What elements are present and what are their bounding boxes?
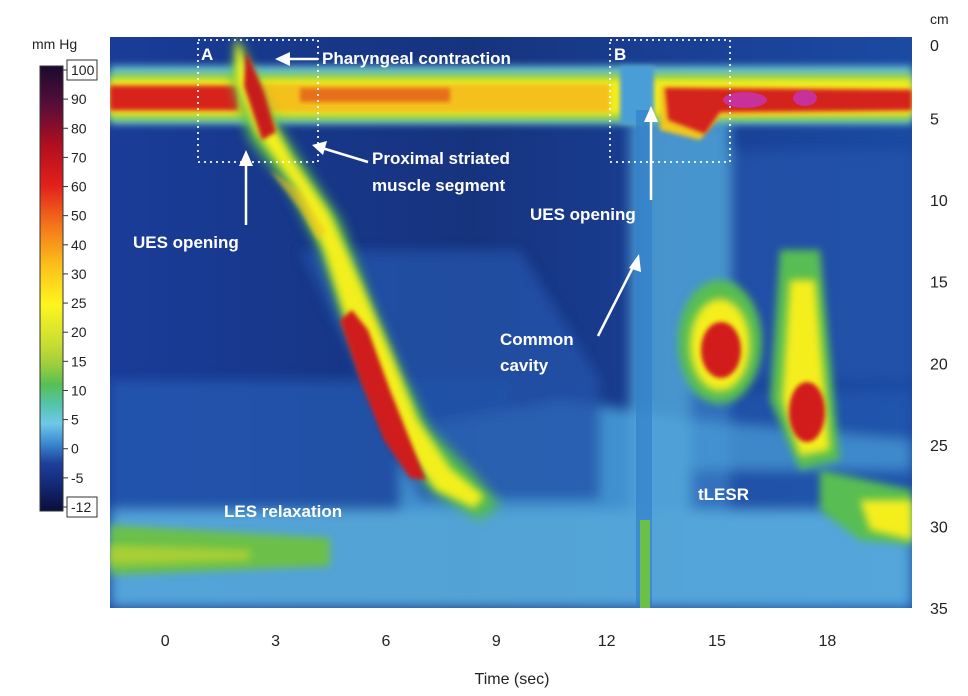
annotation-ues-opening-b: UES opening bbox=[530, 205, 636, 224]
arrowhead-ues-b bbox=[644, 106, 658, 122]
x-axis-label: Time (sec) bbox=[475, 671, 550, 688]
annotation-ues-opening-a: UES opening bbox=[133, 233, 239, 252]
arrowhead-pharyngeal bbox=[275, 52, 290, 66]
colorbar-tick-label: 80 bbox=[71, 120, 87, 136]
colorbar-tick-label: 50 bbox=[71, 208, 87, 224]
x-tick-label: 3 bbox=[271, 633, 280, 650]
colorbar-tick-label: 60 bbox=[71, 179, 87, 195]
y-tick-label: 25 bbox=[930, 438, 948, 455]
colorbar-tick-label: -5 bbox=[71, 470, 84, 486]
y-tick-label: 35 bbox=[930, 601, 948, 618]
annotation-pharyngeal-contraction: Pharyngeal contraction bbox=[322, 49, 511, 68]
y-tick-label: 5 bbox=[930, 112, 939, 129]
arrow-common-cavity bbox=[596, 264, 636, 337]
colorbar-gradient bbox=[39, 65, 64, 512]
y-tick-label: 30 bbox=[930, 519, 948, 536]
arrowhead-proximal bbox=[312, 141, 327, 155]
annotation-A: A bbox=[201, 45, 213, 64]
annotation-tlesr: tLESR bbox=[698, 485, 749, 504]
heatmap-plot bbox=[110, 37, 912, 608]
colorbar-tick-label: 100 bbox=[71, 62, 95, 78]
y-tick-label: 20 bbox=[930, 356, 948, 373]
x-tick-label: 0 bbox=[161, 633, 170, 650]
colorbar-tick-label: 10 bbox=[71, 382, 87, 398]
arrowhead-ues-a bbox=[239, 150, 253, 166]
colorbar-tick-label: 15 bbox=[71, 353, 87, 369]
y-tick-label: 10 bbox=[930, 193, 948, 210]
colorbar-tick-label: 90 bbox=[71, 91, 87, 107]
x-tick-label: 9 bbox=[492, 633, 501, 650]
x-tick-label: 18 bbox=[818, 633, 836, 650]
colorbar-tick-label: 25 bbox=[71, 295, 87, 311]
colorbar-tick-box bbox=[66, 496, 98, 518]
y-axis: 0 5 10 15 20 25 30 35 bbox=[930, 38, 948, 618]
annotation-arrows bbox=[239, 52, 658, 337]
colorbar-label: mm Hg bbox=[32, 36, 77, 52]
colorbar-tick-label: 70 bbox=[71, 149, 87, 165]
annotation-cavity: cavity bbox=[500, 356, 549, 375]
colorbar-tick-label: 20 bbox=[71, 324, 87, 340]
colorbar-tick-label: 5 bbox=[71, 412, 79, 428]
y-tick-label: 15 bbox=[930, 275, 948, 292]
colorbar-tick-box bbox=[66, 59, 98, 81]
annotation-B: B bbox=[614, 45, 626, 64]
x-tick-label: 15 bbox=[708, 633, 726, 650]
colorbar-tick-label: 0 bbox=[71, 441, 79, 457]
annotation-common: Common bbox=[500, 330, 574, 349]
x-tick-label: 6 bbox=[381, 633, 390, 650]
annotation-proximal-striated: Proximal striated bbox=[372, 149, 510, 168]
colorbar-tick-label: -12 bbox=[71, 499, 91, 515]
colorbar-tick-label: 30 bbox=[71, 266, 87, 282]
annotation-muscle-segment: muscle segment bbox=[372, 176, 506, 195]
annotation-les-relaxation: LES relaxation bbox=[224, 502, 342, 521]
annotations: A B Pharyngeal contraction Proximal stri… bbox=[133, 45, 749, 521]
x-axis: 0 3 6 9 12 15 18 bbox=[161, 633, 837, 650]
y-tick-label: 0 bbox=[930, 38, 939, 55]
y-axis-unit-label: cm bbox=[930, 11, 949, 27]
x-tick-label: 12 bbox=[598, 633, 616, 650]
colorbar-tick-label: 40 bbox=[71, 237, 87, 253]
arrowhead-common-cavity bbox=[629, 254, 641, 272]
arrow-proximal bbox=[321, 146, 369, 164]
